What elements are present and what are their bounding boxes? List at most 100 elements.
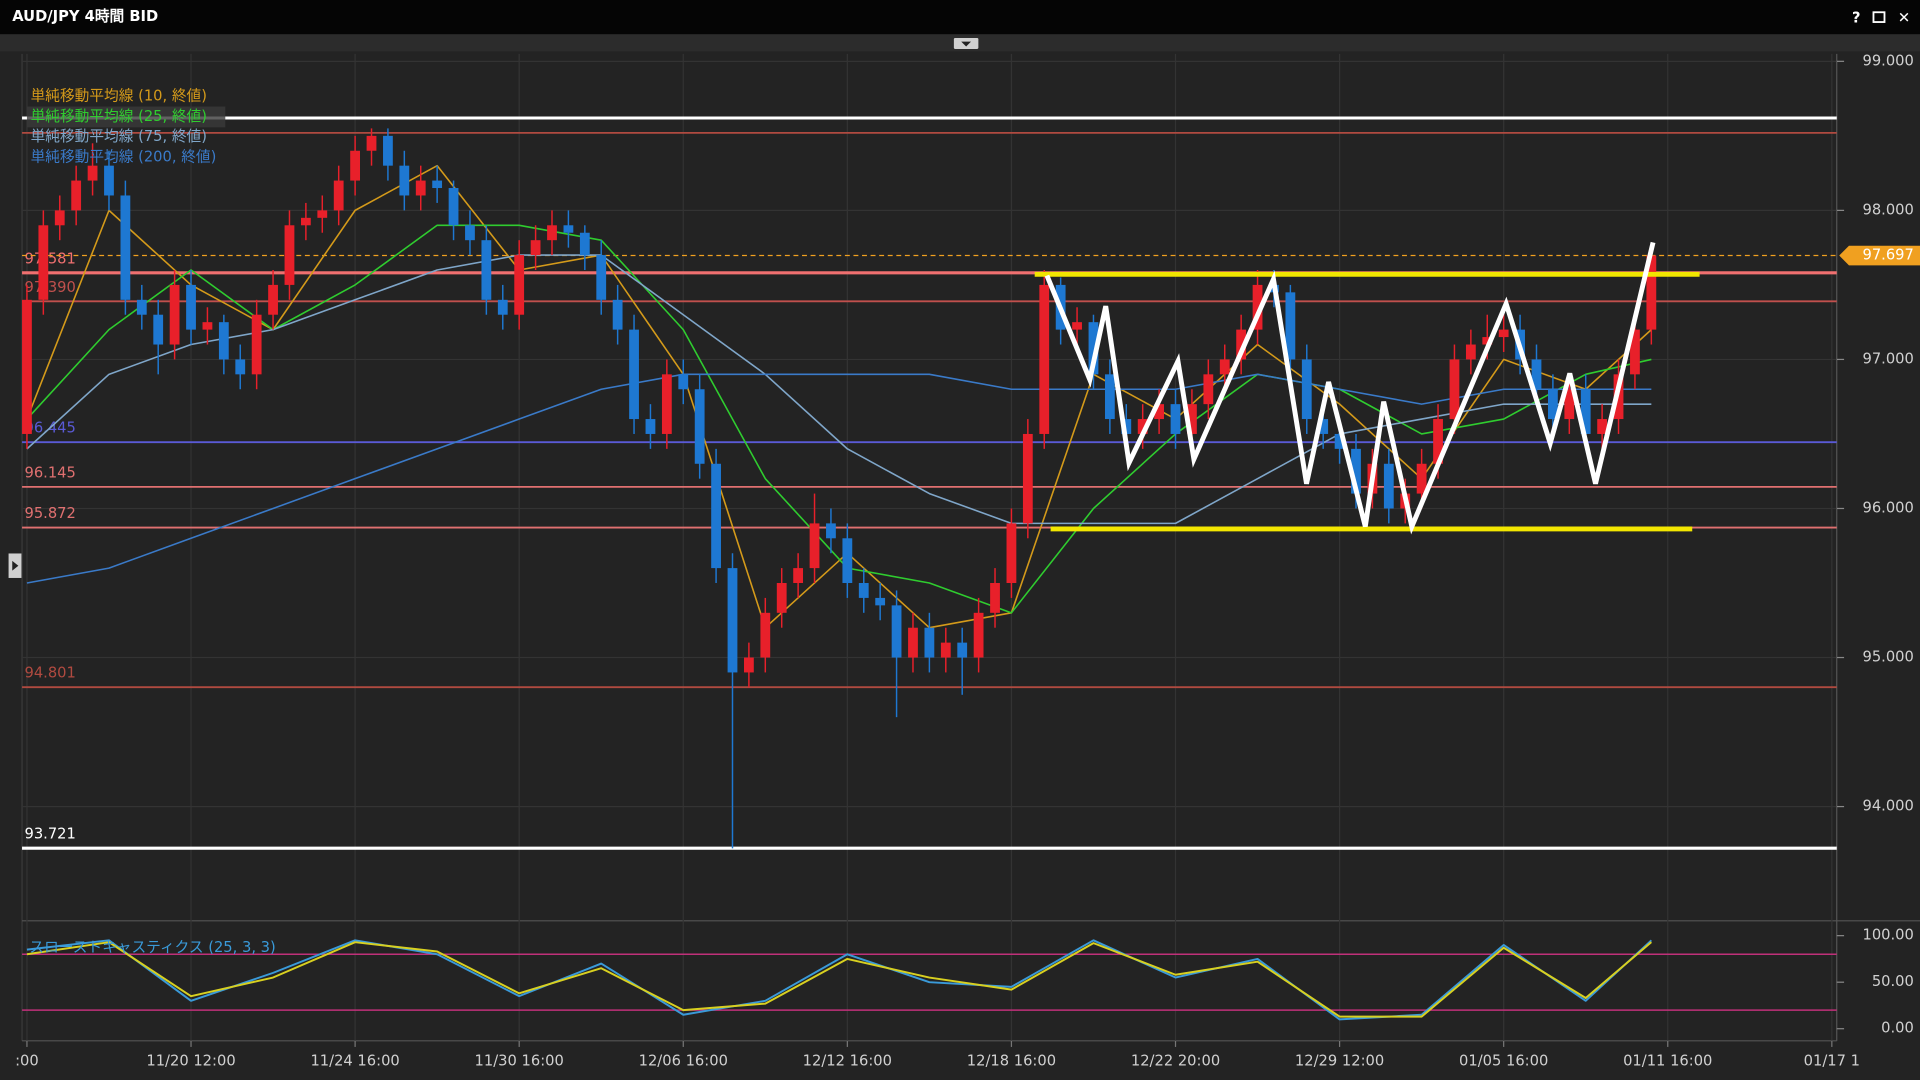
candle-body xyxy=(973,612,984,658)
candle-body xyxy=(1416,463,1427,494)
candle-body xyxy=(711,463,721,569)
candle-body xyxy=(1006,523,1017,584)
x-tick-label: 12/06 16:00 xyxy=(639,1053,728,1070)
price-level-label: 95.872 xyxy=(24,505,75,522)
candle-body xyxy=(136,299,147,315)
y-tick-label: 99.000 xyxy=(1862,52,1913,69)
candle-body xyxy=(1597,419,1608,434)
candle-body xyxy=(186,284,196,330)
candle-body xyxy=(1564,389,1575,420)
candle-body xyxy=(465,225,475,241)
x-tick-label: :00 xyxy=(15,1053,39,1070)
x-tick-label: 12/12 16:00 xyxy=(803,1053,892,1070)
x-tick-label: 12/22 20:00 xyxy=(1131,1053,1220,1070)
current-price-label: 97.697 xyxy=(1862,247,1913,264)
main-panel: :00 11/20 12:00 11/24 16:00 11/30 16:00 12/0… xyxy=(15,52,1920,1070)
candle-body xyxy=(120,195,131,300)
zigzag-drawing xyxy=(1044,241,1656,535)
candle-body xyxy=(415,180,426,196)
close-button[interactable]: ✕ xyxy=(1898,9,1910,26)
candle-body xyxy=(1351,448,1361,494)
candle-body xyxy=(579,232,590,256)
candle-body xyxy=(1170,404,1181,434)
candle-body xyxy=(202,322,213,330)
candle-body xyxy=(990,583,1000,613)
candle-body xyxy=(744,657,754,673)
candle-body xyxy=(1219,359,1230,375)
candle-body xyxy=(1236,329,1247,360)
candle-body xyxy=(908,627,918,658)
title-bar xyxy=(0,0,1920,35)
x-tick-label: 11/30 16:00 xyxy=(475,1053,564,1070)
candle-body xyxy=(1285,292,1296,360)
candle-body xyxy=(760,612,771,658)
candle-body xyxy=(678,374,689,390)
candle-body xyxy=(104,165,114,196)
candle-body xyxy=(333,180,344,211)
candle-body xyxy=(1301,359,1312,420)
candle-body xyxy=(87,165,98,181)
candle-body xyxy=(1498,329,1509,338)
price-level-label: 96.145 xyxy=(24,464,75,481)
candle-body xyxy=(317,210,328,218)
price-level-label: 93.721 xyxy=(24,826,75,843)
legend: 単純移動平均線 (10, 終値) 単純移動平均線 (25, 終値) 単純移動平均線 … xyxy=(26,88,226,165)
x-tick-label: 12/29 12:00 xyxy=(1295,1053,1384,1070)
price-level-label: 94.801 xyxy=(24,665,75,682)
help-button[interactable]: ? xyxy=(1852,9,1861,26)
candle-body xyxy=(481,240,492,300)
price-level-label: 97.390 xyxy=(24,279,75,296)
panel-title: スローストキャスティクス (25, 3, 3) xyxy=(29,939,275,956)
candle-body xyxy=(940,642,951,658)
candle-body xyxy=(1137,419,1148,434)
candle-body xyxy=(826,523,836,539)
candle-body xyxy=(1203,374,1214,405)
candle-body xyxy=(842,538,853,584)
candle-body xyxy=(1383,463,1394,509)
candle-body xyxy=(448,188,459,226)
candle-body xyxy=(1433,419,1443,464)
legend-entry: 単純移動平均線 (25, 終値) xyxy=(31,108,207,125)
candle-body xyxy=(858,583,869,598)
candle-body xyxy=(399,165,410,196)
collapse-arrow xyxy=(961,41,972,47)
candle-body xyxy=(38,225,49,300)
candle-body xyxy=(54,210,65,226)
side-arrow xyxy=(12,560,19,571)
candle-body xyxy=(875,597,886,606)
candle-body xyxy=(1531,359,1542,390)
series-line xyxy=(26,254,1652,525)
candle-body xyxy=(629,329,639,420)
price-level-label: 97.581 xyxy=(24,250,75,267)
candle-body xyxy=(1630,329,1640,375)
candle-body xyxy=(251,314,262,375)
current-price-tag xyxy=(1839,245,1920,266)
y-tick-label: 97.000 xyxy=(1862,350,1913,367)
legend-entry: 単純移動平均線 (10, 終値) xyxy=(31,88,207,105)
series-line xyxy=(26,373,1652,584)
candle-body xyxy=(383,135,393,166)
candle-body xyxy=(268,284,278,315)
y-tick-label: 98.000 xyxy=(1862,201,1913,218)
x-tick-label: 11/20 12:00 xyxy=(146,1053,235,1070)
y-tick-label: 95.000 xyxy=(1862,649,1913,666)
x-tick-label: 01/05 16:00 xyxy=(1459,1053,1548,1070)
candle-body xyxy=(169,284,180,345)
candle-body xyxy=(1072,322,1082,330)
legend-background xyxy=(26,106,226,128)
candle-body xyxy=(1580,389,1591,434)
candle-body xyxy=(547,225,557,241)
candle-body xyxy=(1088,322,1099,375)
candle-body xyxy=(694,389,705,464)
candle-body xyxy=(563,225,574,233)
y-tick-label: 96.000 xyxy=(1862,499,1913,516)
maximize-button[interactable] xyxy=(1872,11,1886,23)
candle-body xyxy=(891,605,902,658)
legend-entry: 単純移動平均線 (200, 終値) xyxy=(31,148,217,165)
x-tick-label: 01/17 1 xyxy=(1804,1053,1860,1070)
y-tick-label: 94.000 xyxy=(1862,798,1913,815)
candle-body xyxy=(1187,404,1197,434)
